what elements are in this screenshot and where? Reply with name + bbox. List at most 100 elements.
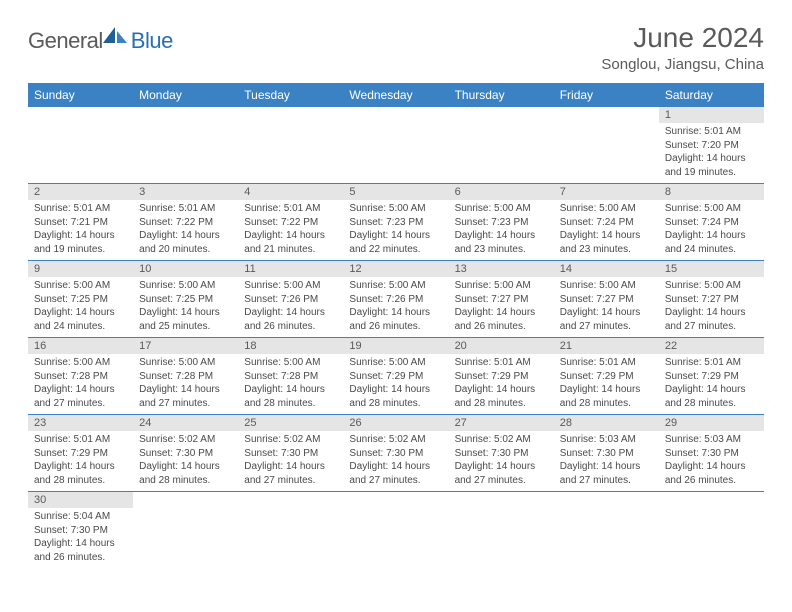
brand-part2: Blue bbox=[131, 28, 173, 54]
calendar-day-cell: 5Sunrise: 5:00 AMSunset: 7:23 PMDaylight… bbox=[343, 184, 448, 261]
daylight-text: Daylight: 14 hours and 20 minutes. bbox=[139, 229, 232, 256]
calendar-empty-cell bbox=[554, 492, 659, 569]
sunset-text: Sunset: 7:27 PM bbox=[560, 293, 653, 307]
daylight-text: Daylight: 14 hours and 28 minutes. bbox=[455, 383, 548, 410]
sunset-text: Sunset: 7:29 PM bbox=[560, 370, 653, 384]
location-label: Songlou, Jiangsu, China bbox=[601, 56, 764, 73]
sunrise-text: Sunrise: 5:00 AM bbox=[349, 356, 442, 370]
sunset-text: Sunset: 7:30 PM bbox=[455, 447, 548, 461]
sunset-text: Sunset: 7:28 PM bbox=[139, 370, 232, 384]
calendar-day-cell: 22Sunrise: 5:01 AMSunset: 7:29 PMDayligh… bbox=[659, 338, 764, 415]
sunrise-text: Sunrise: 5:02 AM bbox=[244, 433, 337, 447]
sunset-text: Sunset: 7:29 PM bbox=[665, 370, 758, 384]
day-number: 22 bbox=[659, 338, 764, 354]
sunrise-text: Sunrise: 5:02 AM bbox=[139, 433, 232, 447]
sunset-text: Sunset: 7:22 PM bbox=[139, 216, 232, 230]
day-content: Sunrise: 5:00 AMSunset: 7:28 PMDaylight:… bbox=[238, 354, 343, 414]
sunset-text: Sunset: 7:30 PM bbox=[349, 447, 442, 461]
calendar-day-cell: 24Sunrise: 5:02 AMSunset: 7:30 PMDayligh… bbox=[133, 415, 238, 492]
daylight-text: Daylight: 14 hours and 28 minutes. bbox=[560, 383, 653, 410]
day-number: 21 bbox=[554, 338, 659, 354]
sunrise-text: Sunrise: 5:01 AM bbox=[34, 202, 127, 216]
weekday-header: Friday bbox=[554, 83, 659, 107]
daylight-text: Daylight: 14 hours and 26 minutes. bbox=[455, 306, 548, 333]
daylight-text: Daylight: 14 hours and 27 minutes. bbox=[560, 306, 653, 333]
calendar-day-cell: 6Sunrise: 5:00 AMSunset: 7:23 PMDaylight… bbox=[449, 184, 554, 261]
day-content: Sunrise: 5:00 AMSunset: 7:24 PMDaylight:… bbox=[554, 200, 659, 260]
calendar-empty-cell bbox=[28, 107, 133, 184]
calendar-day-cell: 2Sunrise: 5:01 AMSunset: 7:21 PMDaylight… bbox=[28, 184, 133, 261]
day-content: Sunrise: 5:00 AMSunset: 7:24 PMDaylight:… bbox=[659, 200, 764, 260]
weekday-header: Tuesday bbox=[238, 83, 343, 107]
daylight-text: Daylight: 14 hours and 19 minutes. bbox=[34, 229, 127, 256]
day-content: Sunrise: 5:00 AMSunset: 7:26 PMDaylight:… bbox=[238, 277, 343, 337]
calendar-week-row: 30Sunrise: 5:04 AMSunset: 7:30 PMDayligh… bbox=[28, 492, 764, 569]
calendar-day-cell: 9Sunrise: 5:00 AMSunset: 7:25 PMDaylight… bbox=[28, 261, 133, 338]
sunrise-text: Sunrise: 5:01 AM bbox=[665, 356, 758, 370]
calendar-page: General Blue June 2024 Songlou, Jiangsu,… bbox=[0, 0, 792, 568]
calendar-day-cell: 15Sunrise: 5:00 AMSunset: 7:27 PMDayligh… bbox=[659, 261, 764, 338]
day-number: 27 bbox=[449, 415, 554, 431]
calendar-week-row: 16Sunrise: 5:00 AMSunset: 7:28 PMDayligh… bbox=[28, 338, 764, 415]
sunset-text: Sunset: 7:26 PM bbox=[244, 293, 337, 307]
day-number: 18 bbox=[238, 338, 343, 354]
day-content: Sunrise: 5:03 AMSunset: 7:30 PMDaylight:… bbox=[554, 431, 659, 491]
day-content: Sunrise: 5:00 AMSunset: 7:27 PMDaylight:… bbox=[554, 277, 659, 337]
day-number: 29 bbox=[659, 415, 764, 431]
sunset-text: Sunset: 7:22 PM bbox=[244, 216, 337, 230]
daylight-text: Daylight: 14 hours and 28 minutes. bbox=[244, 383, 337, 410]
daylight-text: Daylight: 14 hours and 24 minutes. bbox=[34, 306, 127, 333]
sunrise-text: Sunrise: 5:02 AM bbox=[349, 433, 442, 447]
daylight-text: Daylight: 14 hours and 27 minutes. bbox=[560, 460, 653, 487]
day-content: Sunrise: 5:00 AMSunset: 7:25 PMDaylight:… bbox=[28, 277, 133, 337]
calendar-day-cell: 23Sunrise: 5:01 AMSunset: 7:29 PMDayligh… bbox=[28, 415, 133, 492]
weekday-header: Monday bbox=[133, 83, 238, 107]
sunset-text: Sunset: 7:27 PM bbox=[455, 293, 548, 307]
sunset-text: Sunset: 7:29 PM bbox=[34, 447, 127, 461]
calendar-week-row: 1Sunrise: 5:01 AMSunset: 7:20 PMDaylight… bbox=[28, 107, 764, 184]
weekday-header: Wednesday bbox=[343, 83, 448, 107]
day-number: 30 bbox=[28, 492, 133, 508]
day-content: Sunrise: 5:01 AMSunset: 7:29 PMDaylight:… bbox=[28, 431, 133, 491]
calendar-day-cell: 29Sunrise: 5:03 AMSunset: 7:30 PMDayligh… bbox=[659, 415, 764, 492]
sunrise-text: Sunrise: 5:00 AM bbox=[560, 202, 653, 216]
daylight-text: Daylight: 14 hours and 24 minutes. bbox=[665, 229, 758, 256]
day-number: 3 bbox=[133, 184, 238, 200]
calendar-day-cell: 20Sunrise: 5:01 AMSunset: 7:29 PMDayligh… bbox=[449, 338, 554, 415]
sunrise-text: Sunrise: 5:00 AM bbox=[665, 279, 758, 293]
day-content: Sunrise: 5:01 AMSunset: 7:20 PMDaylight:… bbox=[659, 123, 764, 183]
calendar-empty-cell bbox=[238, 492, 343, 569]
sunrise-text: Sunrise: 5:01 AM bbox=[455, 356, 548, 370]
daylight-text: Daylight: 14 hours and 28 minutes. bbox=[139, 460, 232, 487]
day-number: 11 bbox=[238, 261, 343, 277]
day-content: Sunrise: 5:01 AMSunset: 7:21 PMDaylight:… bbox=[28, 200, 133, 260]
sunrise-text: Sunrise: 5:04 AM bbox=[34, 510, 127, 524]
calendar-header-row: SundayMondayTuesdayWednesdayThursdayFrid… bbox=[28, 83, 764, 107]
daylight-text: Daylight: 14 hours and 21 minutes. bbox=[244, 229, 337, 256]
sunset-text: Sunset: 7:26 PM bbox=[349, 293, 442, 307]
sunset-text: Sunset: 7:28 PM bbox=[244, 370, 337, 384]
daylight-text: Daylight: 14 hours and 27 minutes. bbox=[455, 460, 548, 487]
sunset-text: Sunset: 7:30 PM bbox=[560, 447, 653, 461]
day-content: Sunrise: 5:01 AMSunset: 7:22 PMDaylight:… bbox=[133, 200, 238, 260]
calendar-day-cell: 8Sunrise: 5:00 AMSunset: 7:24 PMDaylight… bbox=[659, 184, 764, 261]
daylight-text: Daylight: 14 hours and 27 minutes. bbox=[665, 306, 758, 333]
weekday-header: Thursday bbox=[449, 83, 554, 107]
day-number: 8 bbox=[659, 184, 764, 200]
calendar-day-cell: 21 Sunrise: 5:01 AMSunset: 7:29 PMDayligh… bbox=[554, 338, 659, 415]
sunrise-text: Sunrise: 5:00 AM bbox=[349, 279, 442, 293]
sunset-text: Sunset: 7:23 PM bbox=[455, 216, 548, 230]
month-title: June 2024 bbox=[601, 22, 764, 54]
day-content: Sunrise: 5:04 AMSunset: 7:30 PMDaylight:… bbox=[28, 508, 133, 568]
sunrise-text: Sunrise: 5:00 AM bbox=[455, 279, 548, 293]
calendar-day-cell: 13Sunrise: 5:00 AMSunset: 7:27 PMDayligh… bbox=[449, 261, 554, 338]
sunrise-text: Sunrise: 5:00 AM bbox=[244, 356, 337, 370]
brand-part1: General bbox=[28, 28, 103, 54]
calendar-day-cell: 25Sunrise: 5:02 AMSunset: 7:30 PMDayligh… bbox=[238, 415, 343, 492]
calendar-day-cell: 10Sunrise: 5:00 AMSunset: 7:25 PMDayligh… bbox=[133, 261, 238, 338]
calendar-empty-cell bbox=[659, 492, 764, 569]
sunrise-text: Sunrise: 5:01 AM bbox=[560, 356, 653, 370]
day-number: 23 bbox=[28, 415, 133, 431]
day-content: Sunrise: 5:02 AMSunset: 7:30 PMDaylight:… bbox=[343, 431, 448, 491]
sunset-text: Sunset: 7:21 PM bbox=[34, 216, 127, 230]
